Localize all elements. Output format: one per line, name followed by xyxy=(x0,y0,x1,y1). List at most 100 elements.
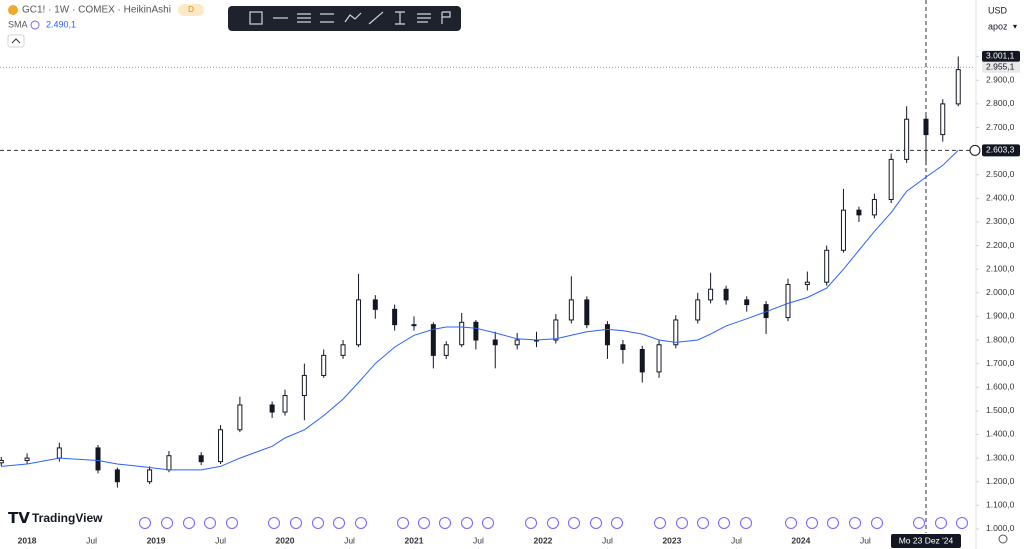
candle-body xyxy=(492,339,498,346)
price-label-bg xyxy=(982,61,1020,73)
tool-range[interactable] xyxy=(320,13,334,23)
candle-body xyxy=(237,404,243,431)
event-marker[interactable] xyxy=(785,517,797,529)
dropdown-arrow[interactable]: ▾ xyxy=(1013,22,1017,31)
event-marker[interactable] xyxy=(590,517,602,529)
x-tick-label: 2023 xyxy=(662,535,681,545)
add-alert[interactable] xyxy=(969,144,981,156)
candle-body xyxy=(695,299,701,321)
symbol-icon xyxy=(8,5,18,15)
scale-mode[interactable]: apoz xyxy=(988,21,1008,31)
candle-body xyxy=(147,469,153,483)
events xyxy=(139,517,968,529)
x-tick-label: Jul xyxy=(860,535,871,545)
event-marker[interactable] xyxy=(871,517,883,529)
event-marker[interactable] xyxy=(226,517,238,529)
y-tick-label: 2.900,0 xyxy=(986,75,1015,85)
y-tick-label: 1.700,0 xyxy=(986,358,1015,368)
y-tick-label: 2.000,0 xyxy=(986,287,1015,297)
price-label-bg xyxy=(982,50,1020,62)
event-marker[interactable] xyxy=(268,517,280,529)
x-tick-label: Jul xyxy=(602,535,613,545)
event-marker[interactable] xyxy=(913,517,925,529)
event-marker[interactable] xyxy=(676,517,688,529)
candle-body xyxy=(723,288,729,301)
y-tick-label: 1.200,0 xyxy=(986,476,1015,486)
candle-body xyxy=(321,354,327,376)
tool-flag[interactable] xyxy=(441,11,451,24)
candle-body xyxy=(923,118,929,136)
event-marker[interactable] xyxy=(418,517,430,529)
event-marker[interactable] xyxy=(355,517,367,529)
event-marker[interactable] xyxy=(740,517,752,529)
x-tick-label: 2021 xyxy=(405,535,424,545)
event-marker[interactable] xyxy=(525,517,537,529)
candle-body xyxy=(824,249,830,283)
event-marker[interactable] xyxy=(654,517,666,529)
event-marker[interactable] xyxy=(183,517,195,529)
y-tick-label: 2.200,0 xyxy=(986,240,1015,250)
x-tick-label: Jul xyxy=(731,535,742,545)
currency-box[interactable] xyxy=(982,4,1018,18)
candle-body xyxy=(166,455,172,471)
y-tick-label: 1.300,0 xyxy=(986,452,1015,462)
event-marker[interactable] xyxy=(697,517,709,529)
y-tick-label: 2.100,0 xyxy=(986,263,1015,273)
y-tick-label: 2.400,0 xyxy=(986,193,1015,203)
candle-body xyxy=(804,281,810,286)
candle-body xyxy=(282,395,288,413)
event-marker[interactable] xyxy=(333,517,345,529)
event-marker[interactable] xyxy=(312,517,324,529)
candle-body xyxy=(785,284,791,319)
candle-body xyxy=(639,348,645,373)
candle-body xyxy=(411,324,417,327)
tool-line[interactable] xyxy=(368,11,384,25)
x-tick-label: 2018 xyxy=(18,535,37,545)
currency[interactable]: USD xyxy=(988,5,1008,15)
event-marker[interactable] xyxy=(827,517,839,529)
candle-body xyxy=(904,118,910,160)
candle-body xyxy=(604,324,610,346)
tool-channel[interactable] xyxy=(297,13,311,23)
tool-path[interactable] xyxy=(344,12,362,23)
event-marker[interactable] xyxy=(611,517,623,529)
x-tick-label: Jul xyxy=(215,535,226,545)
event-marker[interactable] xyxy=(139,517,151,529)
badge-bg xyxy=(178,4,204,16)
brand-logo: 𝗧𝗩 xyxy=(8,510,30,527)
event-marker[interactable] xyxy=(204,517,216,529)
tool-rect[interactable] xyxy=(249,11,263,25)
candle-body xyxy=(708,288,714,301)
event-marker[interactable] xyxy=(718,517,730,529)
candle-body xyxy=(514,339,520,346)
event-marker[interactable] xyxy=(439,517,451,529)
x-tick-label: Jul xyxy=(473,535,484,545)
indicator-icon[interactable] xyxy=(30,20,40,30)
settings-icon[interactable] xyxy=(998,534,1008,544)
event-marker[interactable] xyxy=(161,517,173,529)
event-marker[interactable] xyxy=(397,517,409,529)
event-marker[interactable] xyxy=(956,517,968,529)
tool-fib[interactable] xyxy=(417,13,431,23)
event-marker[interactable] xyxy=(568,517,580,529)
event-marker[interactable] xyxy=(806,517,818,529)
event-marker[interactable] xyxy=(935,517,947,529)
event-marker[interactable] xyxy=(290,517,302,529)
event-marker[interactable] xyxy=(849,517,861,529)
tool-text[interactable] xyxy=(395,11,405,25)
event-marker[interactable] xyxy=(547,517,559,529)
x-tick-label: Jul xyxy=(86,535,97,545)
collapse-button[interactable] xyxy=(7,34,25,48)
candle-body xyxy=(218,429,224,463)
event-marker[interactable] xyxy=(461,517,473,529)
candle-body xyxy=(584,299,590,326)
event-marker[interactable] xyxy=(482,517,494,529)
crosshair-date-bg xyxy=(890,534,961,548)
x-tick-label: 2022 xyxy=(533,535,552,545)
candle-body xyxy=(568,299,574,321)
candle-body xyxy=(856,209,862,216)
candle-body xyxy=(95,447,101,471)
